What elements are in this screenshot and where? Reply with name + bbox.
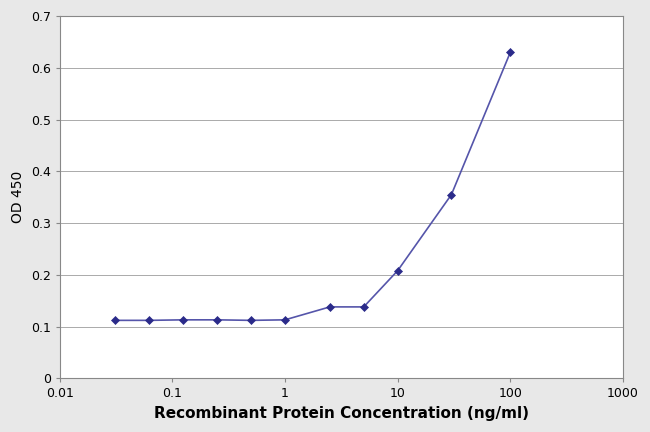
- Y-axis label: OD 450: OD 450: [11, 171, 25, 223]
- X-axis label: Recombinant Protein Concentration (ng/ml): Recombinant Protein Concentration (ng/ml…: [154, 406, 529, 421]
